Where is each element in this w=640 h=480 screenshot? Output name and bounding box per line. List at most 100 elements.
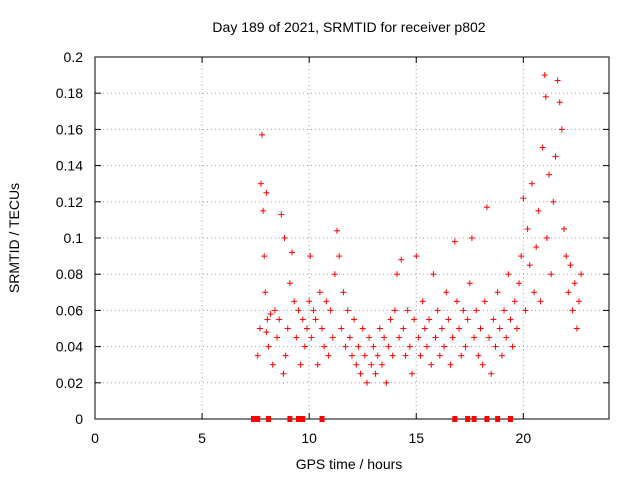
- data-point: [314, 361, 321, 368]
- data-point: [306, 298, 313, 305]
- data-point: [531, 289, 538, 296]
- data-point: [312, 316, 319, 323]
- data-point: [346, 334, 353, 341]
- bottom-marker: [495, 416, 501, 422]
- data-point: [475, 352, 482, 359]
- data-point: [289, 249, 296, 256]
- bottom-marker: [484, 416, 490, 422]
- bottom-marker: [287, 416, 293, 422]
- data-point: [492, 343, 499, 350]
- x-tick-label: 0: [91, 430, 99, 446]
- data-point: [535, 207, 542, 214]
- bottom-marker: [319, 416, 325, 422]
- data-point: [370, 343, 377, 350]
- bottom-marker: [300, 416, 306, 422]
- bottom-marker: [507, 416, 513, 422]
- data-point: [567, 262, 574, 269]
- data-point: [509, 343, 516, 350]
- data-point: [411, 316, 418, 323]
- bottom-marker: [295, 416, 301, 422]
- data-point: [321, 343, 328, 350]
- bottom-marker: [265, 416, 271, 422]
- data-point: [477, 325, 484, 332]
- data-point: [263, 189, 270, 196]
- data-point: [295, 307, 302, 314]
- bottom-marker: [471, 416, 477, 422]
- data-point: [513, 325, 520, 332]
- data-point: [402, 352, 409, 359]
- data-point: [282, 352, 289, 359]
- data-point: [542, 93, 549, 100]
- bottom-marker: [255, 416, 261, 422]
- data-point: [507, 316, 514, 323]
- data-point: [460, 307, 467, 314]
- data-point: [443, 289, 450, 296]
- y-axis-title: SRMTID / TECUs: [6, 183, 22, 293]
- data-point: [432, 334, 439, 341]
- data-point: [578, 271, 585, 278]
- data-point: [304, 325, 311, 332]
- data-point: [421, 325, 428, 332]
- y-tick-label: 0.04: [56, 339, 83, 355]
- data-point: [256, 325, 263, 332]
- data-point: [518, 253, 525, 260]
- data-point: [552, 153, 559, 160]
- data-point: [490, 316, 497, 323]
- data-point: [573, 325, 580, 332]
- data-point: [259, 131, 266, 138]
- data-point: [533, 244, 540, 251]
- data-point: [526, 262, 533, 269]
- y-tick-label: 0.14: [56, 158, 83, 174]
- data-point: [563, 253, 570, 260]
- data-point: [261, 253, 268, 260]
- data-point: [271, 307, 278, 314]
- bottom-marker: [250, 416, 256, 422]
- data-point: [481, 298, 488, 305]
- x-tick-label: 20: [516, 430, 532, 446]
- y-tick-label: 0.06: [56, 302, 83, 318]
- data-point: [293, 334, 300, 341]
- data-point: [353, 361, 360, 368]
- data-point: [522, 307, 529, 314]
- x-axis-title: GPS time / hours: [296, 456, 403, 472]
- data-point: [447, 361, 454, 368]
- data-point: [541, 72, 548, 79]
- x-tick-label: 5: [198, 430, 206, 446]
- data-point: [286, 280, 293, 287]
- data-point: [451, 238, 458, 245]
- data-point: [361, 352, 368, 359]
- data-point: [428, 361, 435, 368]
- data-point: [378, 361, 385, 368]
- data-point: [505, 271, 512, 278]
- data-points: [254, 72, 585, 386]
- data-point: [464, 316, 471, 323]
- data-point: [357, 370, 364, 377]
- data-point: [430, 271, 437, 278]
- data-point: [331, 271, 338, 278]
- data-point: [496, 325, 503, 332]
- bottom-marker: [452, 416, 458, 422]
- data-point: [511, 298, 518, 305]
- data-point: [264, 316, 271, 323]
- data-point: [274, 334, 281, 341]
- data-point: [260, 207, 267, 214]
- data-point: [486, 334, 493, 341]
- data-point: [267, 311, 274, 318]
- data-point: [516, 280, 523, 287]
- data-point: [449, 334, 456, 341]
- data-point: [376, 325, 383, 332]
- data-point: [548, 271, 555, 278]
- data-point: [426, 316, 433, 323]
- x-tick-label: 15: [408, 430, 424, 446]
- data-point: [278, 211, 285, 218]
- chart-title: Day 189 of 2021, SRMTID for receiver p80…: [212, 19, 485, 35]
- data-point: [456, 325, 463, 332]
- data-point: [408, 370, 415, 377]
- data-point: [363, 379, 370, 386]
- data-point: [453, 298, 460, 305]
- y-tick-label: 0.2: [64, 49, 84, 65]
- data-point: [336, 253, 343, 260]
- data-point: [291, 298, 298, 305]
- data-point: [479, 361, 486, 368]
